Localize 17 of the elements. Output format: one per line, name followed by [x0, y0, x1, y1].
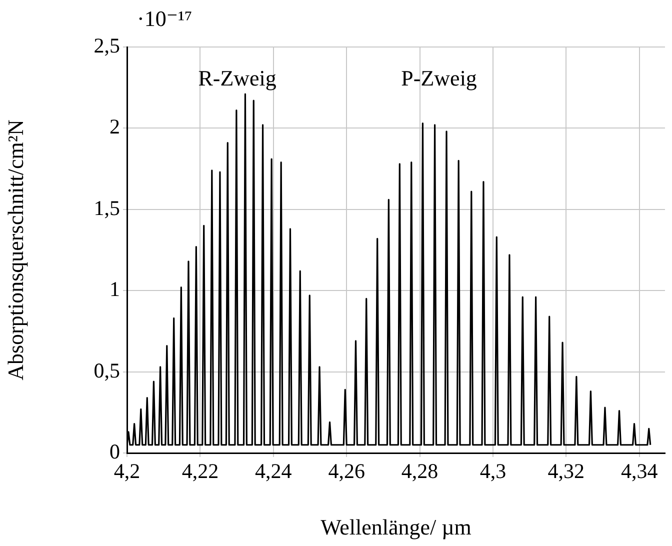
y-tick-label: 0,5: [94, 358, 120, 382]
y-axis-title: Absorptionsquerschnitt/cm²N: [2, 120, 28, 380]
x-tick-label: 4,24: [255, 459, 292, 484]
y-tick-label: 2: [110, 114, 120, 139]
x-tick-label: 4,28: [401, 459, 438, 484]
x-tick-label: 4,22: [182, 459, 219, 484]
y-tick-label: 2,5: [94, 34, 120, 58]
x-axis-title: Wellenlänge/ µm: [320, 514, 472, 540]
x-tick-label: 4,3: [480, 459, 506, 484]
x-tick-label: 4,26: [328, 459, 365, 484]
text: ·10⁻¹⁷: [137, 6, 192, 31]
x-tick-label: 4,34: [621, 459, 658, 484]
y-tick-label: 1: [110, 277, 120, 302]
annotation: R-Zweig: [198, 65, 276, 90]
y-tick-label: 1,5: [94, 196, 120, 220]
x-tick-label: 4,32: [548, 459, 585, 484]
annotation: P-Zweig: [401, 65, 477, 90]
